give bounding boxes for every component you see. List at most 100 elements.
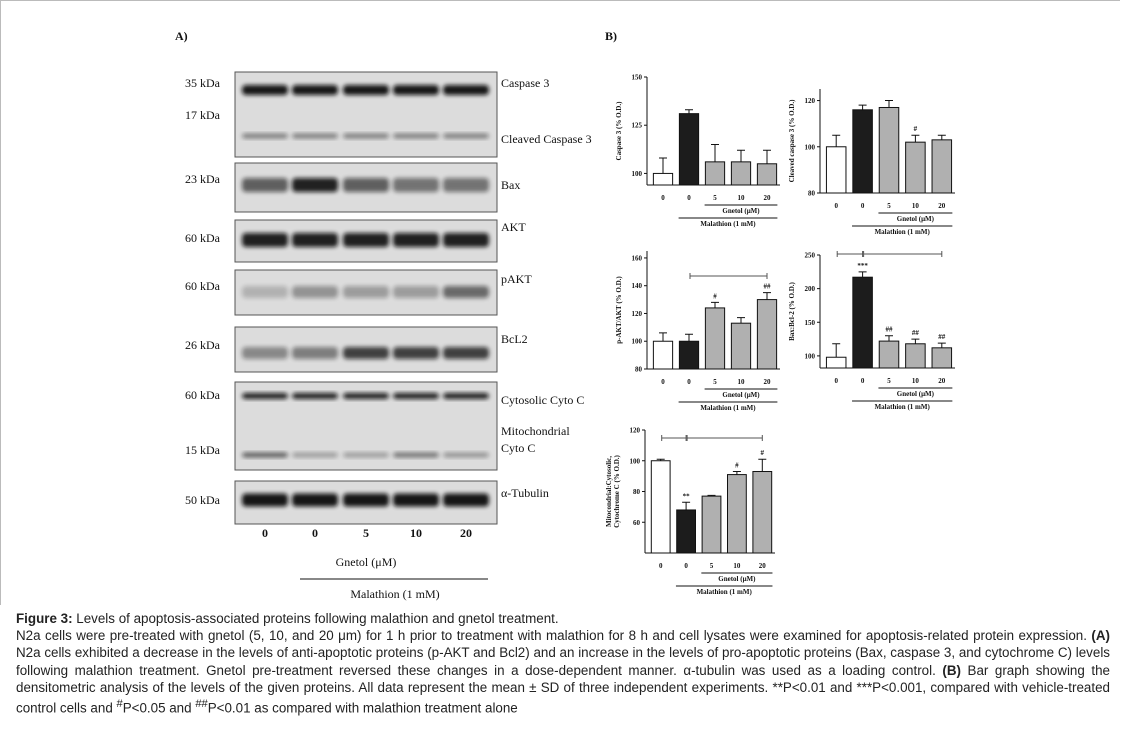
x-tick-label: 0 bbox=[661, 194, 665, 202]
y-tick-label: 120 bbox=[805, 97, 816, 105]
kda-label: 17 kDa bbox=[185, 108, 221, 122]
bar bbox=[825, 356, 847, 369]
x-axis-label: Malathion (1 mM) bbox=[700, 404, 756, 412]
error-bar bbox=[659, 332, 667, 342]
blot-band bbox=[242, 393, 288, 399]
protein-label: Caspase 3 bbox=[501, 76, 549, 90]
x-axis-label: Malathion (1 mM) bbox=[875, 228, 931, 236]
blot-band bbox=[292, 393, 338, 399]
blot-band bbox=[393, 493, 439, 507]
blot-band bbox=[443, 286, 489, 298]
blot-band bbox=[393, 452, 439, 458]
blot-band bbox=[292, 286, 338, 298]
x-tick-label: 10 bbox=[912, 202, 920, 210]
blot-band bbox=[443, 178, 489, 192]
y-tick-label: 80 bbox=[635, 366, 643, 374]
kda-label: 60 kDa bbox=[185, 231, 221, 245]
y-tick-label: 60 bbox=[633, 519, 641, 527]
bar bbox=[878, 106, 900, 194]
x-tick-label: 0 bbox=[834, 377, 838, 385]
blot-band bbox=[443, 347, 489, 359]
y-axis-label: Cytochrome C (% O.D.) bbox=[613, 454, 621, 527]
blot-band bbox=[343, 493, 389, 507]
blot-panel bbox=[234, 71, 498, 158]
y-axis-label: Mitocondrial:Cytosolic, bbox=[605, 456, 613, 527]
x-axis-label: Gnetol (μM) bbox=[897, 215, 935, 223]
blot-band bbox=[343, 347, 389, 359]
y-tick-label: 120 bbox=[632, 310, 643, 318]
blot-band bbox=[242, 233, 288, 247]
lane-label: 10 bbox=[410, 526, 422, 540]
blot-band bbox=[242, 178, 288, 192]
blot-band bbox=[343, 133, 389, 139]
significance-label: # bbox=[735, 462, 739, 470]
blot-band bbox=[343, 85, 389, 95]
bar bbox=[704, 307, 726, 370]
blot-band bbox=[393, 133, 439, 139]
x-tick-label: 0 bbox=[687, 378, 691, 386]
error-bar bbox=[732, 471, 741, 475]
caption-title: Figure 3: bbox=[16, 611, 73, 626]
x-tick-label: 20 bbox=[764, 378, 772, 386]
bar bbox=[931, 347, 953, 369]
x-tick-label: 20 bbox=[759, 562, 767, 570]
base-label: Malathion (1 mM) bbox=[350, 587, 439, 601]
x-tick-label: 10 bbox=[738, 194, 746, 202]
x-tick-label: 0 bbox=[684, 562, 688, 570]
significance-label: # bbox=[713, 292, 717, 300]
kda-label: 15 kDa bbox=[185, 443, 221, 457]
kda-label: 60 kDa bbox=[185, 388, 221, 402]
y-tick-label: 80 bbox=[633, 488, 641, 496]
caption-text: (B) bbox=[942, 662, 961, 678]
bar bbox=[676, 509, 696, 554]
blot-band bbox=[393, 85, 439, 95]
x-tick-label: 5 bbox=[887, 202, 891, 210]
x-axis-label: Malathion (1 mM) bbox=[697, 588, 753, 596]
caption-text: ## bbox=[195, 698, 208, 711]
x-tick-label: 20 bbox=[764, 194, 772, 202]
y-tick-label: 80 bbox=[808, 190, 816, 198]
x-tick-label: 0 bbox=[861, 377, 865, 385]
x-tick-label: 5 bbox=[713, 194, 717, 202]
significance-label: ## bbox=[938, 333, 946, 341]
error-bar bbox=[937, 134, 946, 140]
treatment-label: Gnetol (μM) bbox=[336, 555, 397, 569]
blot-band bbox=[292, 133, 338, 139]
error-bar bbox=[659, 157, 667, 174]
blot-band bbox=[443, 85, 489, 95]
bar-chart: 80 100 120 Cleaved caspase 3 (% O.D.) 0 0 5 #10… bbox=[788, 89, 955, 236]
bar bbox=[678, 113, 700, 186]
x-axis-label: Malathion (1 mM) bbox=[700, 220, 756, 228]
x-axis-label: Malathion (1 mM) bbox=[875, 403, 931, 411]
significance-label: ** bbox=[683, 492, 691, 500]
protein-label: α-Tubulin bbox=[501, 486, 549, 500]
x-tick-label: 10 bbox=[738, 378, 746, 386]
significance-label: *** bbox=[857, 262, 868, 270]
protein-label: AKT bbox=[501, 220, 526, 234]
x-axis-label: Gnetol (μM) bbox=[722, 207, 760, 215]
x-tick-label: 0 bbox=[687, 194, 691, 202]
bar bbox=[931, 139, 953, 194]
error-bar bbox=[711, 301, 719, 308]
lane-label: 0 bbox=[262, 526, 268, 540]
lane-label: 0 bbox=[312, 526, 318, 540]
y-tick-label: 100 bbox=[632, 170, 643, 178]
error-bar bbox=[937, 342, 946, 348]
comparison-bracket bbox=[863, 251, 943, 257]
significance-label: # bbox=[761, 449, 765, 457]
caption-text: N2a cells were pre-treated with gnetol (… bbox=[16, 628, 1092, 644]
y-tick-label: 140 bbox=[632, 282, 643, 290]
comparison-bracket bbox=[686, 435, 763, 441]
y-tick-label: 200 bbox=[805, 285, 816, 293]
error-bar bbox=[758, 458, 767, 472]
y-tick-label: 100 bbox=[805, 352, 816, 360]
kda-label: 35 kDa bbox=[185, 76, 221, 90]
blot-band bbox=[242, 133, 288, 139]
lane-label: 5 bbox=[363, 526, 369, 540]
error-bar bbox=[858, 104, 867, 110]
blot-band bbox=[292, 178, 338, 192]
caption-text: # bbox=[116, 698, 123, 711]
blot-band bbox=[393, 178, 439, 192]
blot-band bbox=[242, 85, 288, 95]
blot-band bbox=[242, 286, 288, 298]
